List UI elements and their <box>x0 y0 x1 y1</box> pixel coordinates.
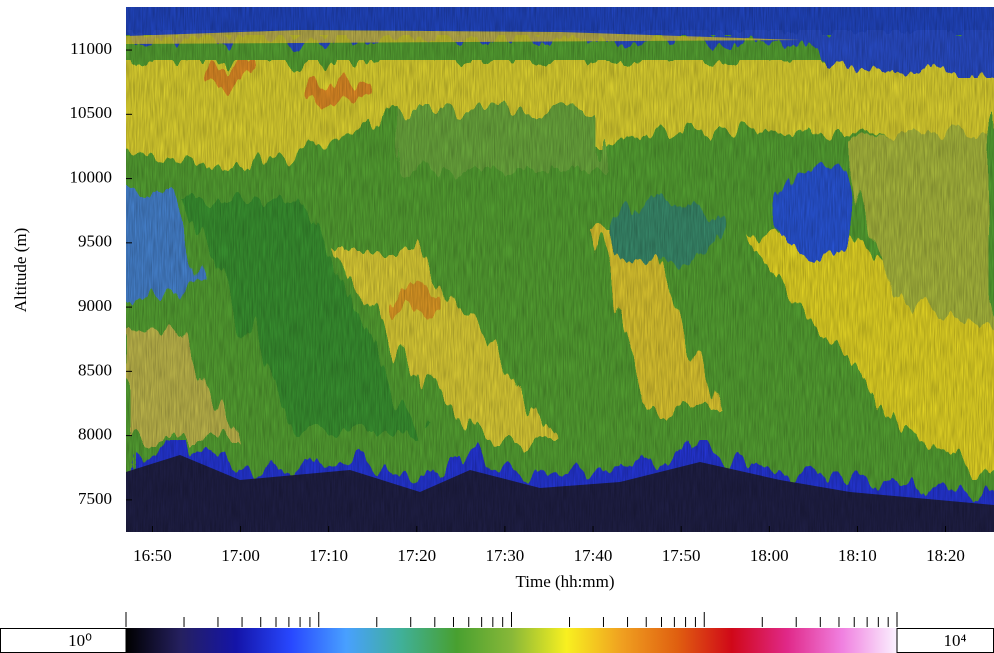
x-tick-label: 17:20 <box>397 546 436 565</box>
colorbar-label: 10⁰ <box>68 631 92 650</box>
colorbar <box>126 628 897 653</box>
x-tick-label: 17:40 <box>574 546 613 565</box>
y-tick-label: 10500 <box>70 103 113 122</box>
x-tick-label: 17:10 <box>309 546 348 565</box>
colorbar-label: 10⁴ <box>944 631 967 650</box>
heatmap-image <box>126 7 994 532</box>
x-axis-label: Time (hh:mm) <box>515 572 614 591</box>
x-tick-label: 17:00 <box>221 546 260 565</box>
x-tick-label: 18:20 <box>926 546 965 565</box>
x-tick-label: 16:50 <box>133 546 172 565</box>
x-tick-label: 18:00 <box>750 546 789 565</box>
x-tick-label: 18:10 <box>838 546 877 565</box>
y-axis-label: Altitude (m) <box>11 228 30 313</box>
y-tick-label: 10000 <box>70 167 113 186</box>
y-tick-label: 11000 <box>70 39 112 58</box>
y-tick-label: 8000 <box>78 425 112 444</box>
y-tick-label: 7500 <box>78 489 112 508</box>
y-tick-label: 8500 <box>78 360 112 379</box>
y-tick-label: 9000 <box>78 296 112 315</box>
x-tick-label: 17:30 <box>486 546 525 565</box>
y-tick-label: 9500 <box>78 232 112 251</box>
x-tick-label: 17:50 <box>662 546 701 565</box>
